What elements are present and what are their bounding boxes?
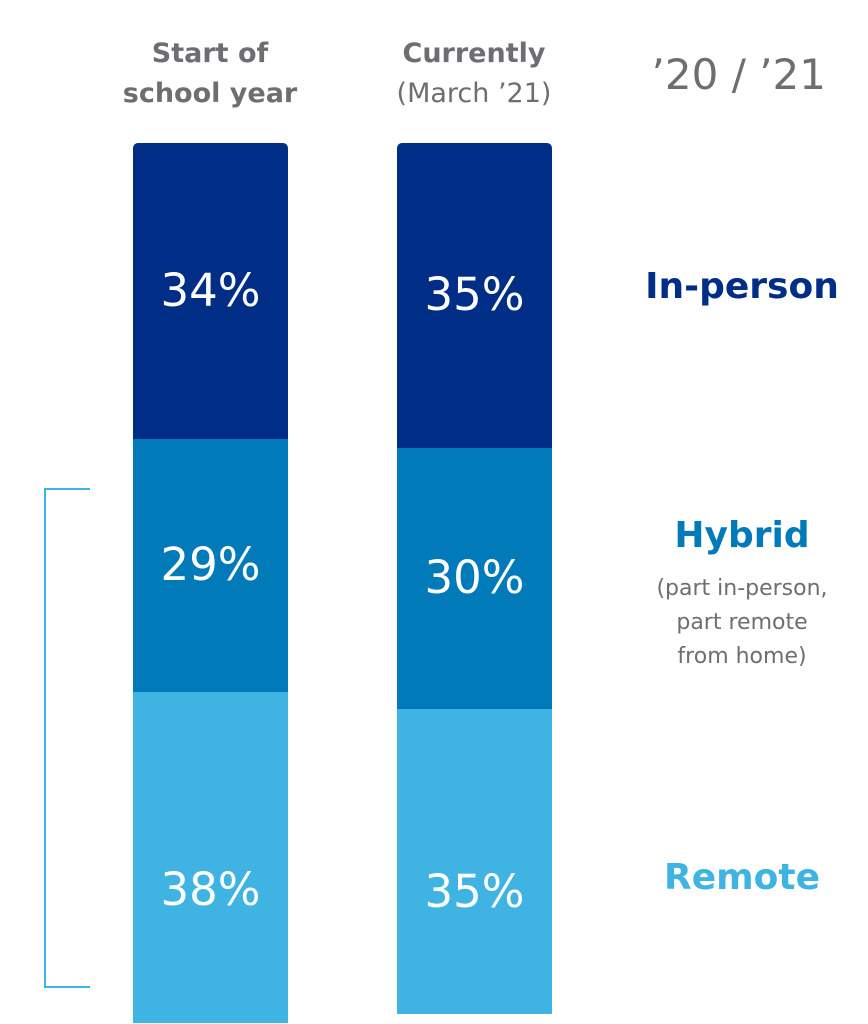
legend-remote: Remote: [663, 857, 820, 898]
bar-segment-label-hybrid: 30%: [424, 551, 525, 605]
column-header-current-subtitle: (March ’21): [396, 78, 552, 109]
legend-hybrid-description-line: from home): [677, 644, 807, 669]
column-header-start-line1: Start of: [151, 38, 269, 69]
legend-in-person: In-person: [645, 266, 839, 307]
legend-hybrid: Hybrid: [674, 515, 810, 556]
bar-segment-label-in-person: 34%: [160, 264, 261, 318]
bracket: [44, 488, 90, 988]
bar-segment-hybrid: 29%: [133, 439, 288, 692]
legend-hybrid-description-line: (part in-person,: [656, 576, 828, 601]
column-header-start: Start of school year: [90, 34, 330, 114]
bar-segment-remote: 38%: [133, 691, 288, 1023]
bar-segment-in-person: 34%: [133, 143, 288, 440]
bar-segment-label-remote: 38%: [160, 863, 261, 917]
bar-start-of-school-year: 34% 29% 38%: [133, 143, 288, 1024]
column-header-current-title: Currently: [402, 38, 546, 69]
bar-segment-in-person: 35%: [397, 143, 552, 448]
bar-segment-remote: 35%: [397, 709, 552, 1014]
bar-segment-hybrid: 30%: [397, 447, 552, 710]
bar-currently: 35% 30% 35%: [397, 143, 552, 1024]
bar-segment-label-hybrid: 29%: [160, 538, 261, 592]
year-label: ’20 / ’21: [651, 50, 826, 99]
bar-segment-label-in-person: 35%: [424, 268, 525, 322]
column-header-current: Currently (March ’21): [354, 34, 594, 114]
column-header-start-line2: school year: [122, 78, 298, 109]
legend-hybrid-description: (part in-person, part remote from home): [632, 572, 852, 674]
bar-segment-label-remote: 35%: [424, 865, 525, 919]
legend-hybrid-description-line: part remote: [676, 610, 808, 635]
